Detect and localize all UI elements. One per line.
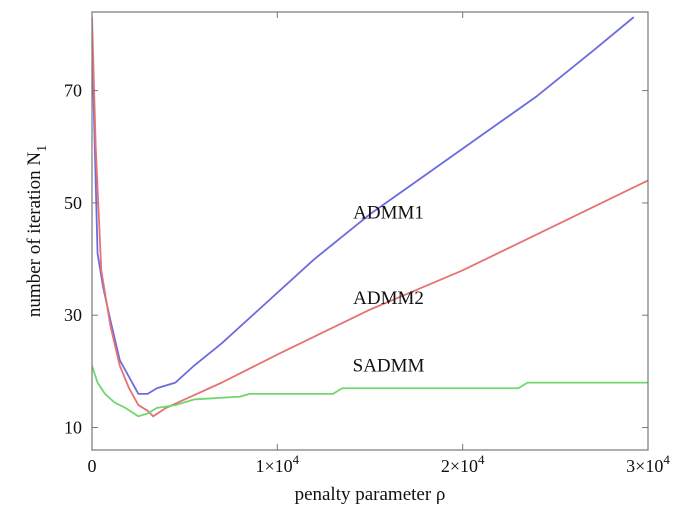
x-tick-label-2: 2×104 (441, 452, 485, 476)
y-tick-label-1: 30 (64, 305, 82, 325)
annotation-admm2: ADMM2 (353, 288, 424, 309)
x-tick-label-base-3: 3×10 (626, 456, 663, 476)
x-tick-label-exponent-3: 4 (663, 452, 670, 467)
y-axis-title-subscript: 1 (35, 145, 50, 152)
x-tick-label-base-1: 1×10 (256, 456, 293, 476)
x-tick-label-0: 0 (88, 456, 97, 476)
series-line-admm2 (92, 16, 648, 418)
x-tick-label-base-0: 0 (88, 456, 97, 476)
y-tick-label-3: 70 (64, 81, 82, 101)
y-axis-title: number of iteration N1 (24, 145, 50, 317)
series-line-admm1 (92, 16, 635, 395)
x-axis-title: penalty parameter ρ (295, 484, 446, 505)
series-annotations: ADMM1 ADMM2 SADMM (353, 203, 425, 377)
y-axis-title-group: number of iteration N1 (24, 145, 50, 317)
y-tick-label-2: 50 (64, 193, 82, 213)
x-tick-label-exponent-2: 4 (478, 452, 485, 467)
annotation-sadmm: SADMM (353, 355, 425, 376)
annotation-admm1: ADMM1 (353, 203, 424, 224)
y-tick-label-0: 10 (64, 418, 82, 438)
x-tick-label-base-2: 2×10 (441, 456, 478, 476)
x-tick-label-3: 3×104 (626, 452, 670, 476)
y-axis-title-text: number of iteration N (24, 152, 45, 317)
x-tick-label-exponent-1: 4 (293, 452, 300, 467)
series-line-sadmm (92, 364, 648, 418)
x-tick-label-1: 1×104 (256, 452, 300, 476)
series-lines (92, 16, 648, 418)
axis-frame (91, 11, 649, 451)
